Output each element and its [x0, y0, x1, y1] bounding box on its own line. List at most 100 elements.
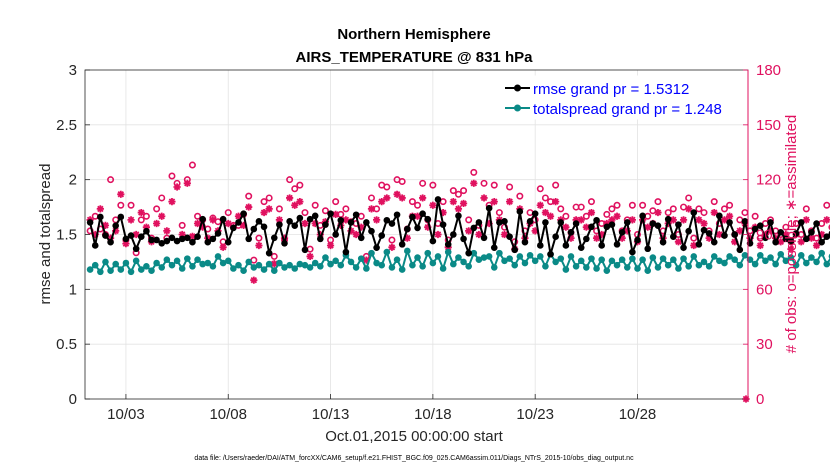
- rmse-point: [414, 224, 421, 232]
- totalspread-point: [700, 258, 708, 266]
- obs-assimilated-point: [301, 219, 309, 228]
- obs-assimilated-point: [96, 205, 104, 213]
- rmse-point: [695, 241, 703, 248]
- rmse-point: [490, 244, 498, 251]
- obs-possible-point: [429, 181, 437, 189]
- obs-possible-point: [265, 194, 273, 202]
- rmse-point: [654, 222, 662, 230]
- obs-assimilated-point: [552, 198, 560, 206]
- obs-possible-point: [577, 203, 585, 211]
- totalspread-point: [690, 253, 698, 260]
- obs-assimilated-point: [690, 241, 698, 250]
- obs-assimilated-point: [122, 240, 130, 248]
- rmse-point: [245, 235, 253, 243]
- y-left-tick-label: 1: [69, 281, 77, 298]
- totalspread-point: [542, 263, 549, 270]
- obs-assimilated-point: [592, 234, 601, 242]
- obs-assimilated-point: [158, 212, 166, 220]
- obs-assimilated-point: [644, 223, 652, 231]
- obs-assimilated-point: [347, 227, 355, 235]
- rmse-point: [470, 224, 478, 232]
- obs-assimilated-point: [357, 223, 365, 231]
- totalspread-point: [654, 264, 662, 271]
- rmse-point: [296, 214, 304, 222]
- rmse-point: [501, 218, 508, 225]
- obs-possible-point: [286, 176, 294, 184]
- rmse-point: [337, 216, 345, 224]
- rmse-point: [700, 226, 708, 234]
- rmse-point: [286, 218, 293, 225]
- obs-assimilated-point: [818, 230, 826, 239]
- rmse-point: [526, 218, 534, 225]
- obs-possible-point: [587, 198, 595, 206]
- obs-assimilated-point: [562, 223, 570, 231]
- totalspread-point: [398, 266, 406, 273]
- obs-possible-point: [398, 177, 406, 185]
- totalspread-point: [726, 253, 733, 260]
- obs-assimilated-point: [413, 212, 422, 220]
- rmse-line: [89, 199, 830, 258]
- obs-assimilated-point: [623, 227, 631, 235]
- totalspread-point: [751, 260, 759, 268]
- totalspread-point: [388, 264, 396, 271]
- rmse-point: [378, 232, 386, 239]
- obs-assimilated-point: [736, 227, 744, 235]
- totalspread-point: [91, 261, 99, 269]
- rmse-point: [756, 222, 764, 230]
- totalspread-point: [230, 265, 237, 272]
- rmse-point: [547, 250, 554, 258]
- totalspread-point: [537, 253, 544, 260]
- rmse-point: [537, 242, 544, 249]
- totalspread-point: [455, 254, 462, 261]
- obs-assimilated-point: [193, 219, 202, 228]
- rmse-point: [741, 218, 749, 225]
- totalspread-point: [485, 253, 493, 260]
- totalspread-point: [286, 261, 293, 269]
- obs-possible-point: [603, 210, 611, 218]
- totalspread-point: [245, 258, 253, 266]
- rmse-point: [209, 235, 217, 243]
- totalspread-point: [756, 252, 764, 259]
- obs-possible-point: [414, 201, 422, 209]
- totalspread-point: [695, 261, 703, 269]
- rmse-point: [429, 237, 437, 245]
- obs-possible-point: [782, 223, 790, 231]
- obs-possible-point: [726, 201, 734, 209]
- rmse-point: [357, 234, 365, 242]
- obs-assimilated-point: [137, 208, 145, 217]
- obs-assimilated-point: [459, 199, 468, 208]
- obs-possible-point: [690, 234, 698, 242]
- rmse-point: [588, 223, 595, 231]
- rmse-point: [112, 222, 119, 230]
- rmse-point: [721, 232, 728, 239]
- obs-possible-point: [311, 201, 319, 209]
- rmse-point: [623, 219, 631, 226]
- rmse-point: [639, 212, 646, 220]
- totalspread-point: [184, 255, 191, 262]
- obs-possible-point: [188, 161, 196, 169]
- totalspread-point: [450, 260, 457, 268]
- obs-possible-point: [628, 201, 636, 209]
- rmse-point: [373, 244, 380, 251]
- totalspread-point: [511, 261, 519, 269]
- totalspread-point: [721, 259, 728, 267]
- rmse-point: [127, 232, 135, 239]
- totalspread-point: [557, 255, 565, 262]
- obs-assimilated-point: [587, 208, 596, 217]
- obs-assimilated-point: [367, 205, 376, 213]
- rmse-point: [260, 223, 268, 231]
- obs-assimilated-point: [403, 234, 411, 242]
- rmse-point: [132, 245, 140, 253]
- x-tick-label: 10/28: [619, 406, 657, 423]
- totalspread-point: [368, 249, 375, 257]
- rmse-point: [204, 238, 212, 246]
- totalspread-point: [716, 257, 723, 265]
- totalspread-point: [347, 258, 355, 266]
- totalspread-point: [506, 255, 513, 262]
- obs-assimilated-point: [577, 216, 585, 224]
- totalspread-point: [219, 259, 227, 267]
- rmse-point: [265, 249, 273, 257]
- obs-possible-point: [695, 205, 703, 213]
- rmse-point: [97, 213, 104, 221]
- totalspread-point: [337, 261, 345, 269]
